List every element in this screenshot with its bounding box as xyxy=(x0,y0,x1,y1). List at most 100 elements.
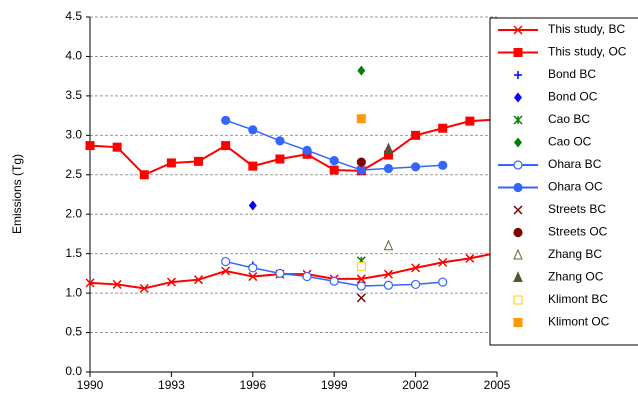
marker xyxy=(356,274,366,284)
marker xyxy=(513,295,523,305)
marker xyxy=(438,160,448,170)
marker xyxy=(275,154,285,164)
series-line xyxy=(89,118,498,176)
legend-label: Bond OC xyxy=(548,90,598,104)
marker xyxy=(275,268,285,278)
marker xyxy=(329,155,339,166)
legend-entry: Streets OC xyxy=(513,225,608,239)
marker xyxy=(302,145,312,155)
marker xyxy=(513,115,523,125)
y-tick-label: 0.5 xyxy=(65,325,82,339)
marker xyxy=(248,272,258,282)
legend-label: Cao BC xyxy=(548,112,590,126)
legend-entry: Zhang BC xyxy=(513,247,602,261)
legend-label: This study, BC xyxy=(548,22,625,36)
legend-label: Streets BC xyxy=(548,202,606,216)
marker xyxy=(513,205,523,215)
legend-label: Bond BC xyxy=(548,67,596,81)
legend-label: Zhang BC xyxy=(548,247,602,261)
marker xyxy=(513,160,523,170)
marker xyxy=(85,278,95,288)
marker xyxy=(221,266,231,276)
legend-entry: Cao OC xyxy=(514,135,592,149)
legend-entry: Cao BC xyxy=(513,112,590,126)
legend-label: This study, OC xyxy=(548,45,627,59)
legend-entry: Bond BC xyxy=(514,67,596,81)
marker xyxy=(465,253,475,263)
y-tick-label: 1.0 xyxy=(65,285,82,299)
legend-label: Ohara OC xyxy=(548,180,603,194)
marker xyxy=(166,277,176,287)
marker xyxy=(411,279,421,290)
marker xyxy=(112,142,122,152)
legend-label: Cao OC xyxy=(548,135,592,149)
marker xyxy=(112,279,122,289)
marker xyxy=(383,163,394,174)
marker xyxy=(383,280,394,290)
marker xyxy=(221,141,231,151)
marker xyxy=(329,276,339,286)
marker xyxy=(221,256,231,267)
legend-label: Klimont OC xyxy=(548,315,610,329)
marker xyxy=(356,261,366,271)
marker xyxy=(356,157,366,167)
y-tick-label: 4.5 xyxy=(65,9,82,23)
marker xyxy=(438,257,448,267)
y-axis-label: Emissions (Tg) xyxy=(10,154,24,234)
series-line xyxy=(89,251,498,290)
marker xyxy=(513,248,523,260)
marker xyxy=(356,165,366,175)
marker xyxy=(513,318,523,327)
marker xyxy=(383,142,394,154)
y-tick-label: 3.0 xyxy=(65,128,82,142)
marker xyxy=(329,165,339,175)
marker xyxy=(356,114,366,124)
x-tick-label: 1999 xyxy=(321,378,348,392)
legend-entry: Streets BC xyxy=(513,202,606,216)
marker xyxy=(411,130,421,140)
legend-label: Klimont BC xyxy=(548,292,608,306)
legend-entry: This study, OC xyxy=(498,45,627,59)
y-tick-label: 4.0 xyxy=(65,49,82,63)
x-tick-label: 2002 xyxy=(402,378,429,392)
marker xyxy=(513,182,523,193)
marker xyxy=(356,293,366,303)
marker xyxy=(514,71,522,79)
x-tick-label: 1990 xyxy=(77,378,104,392)
legend-label: Streets OC xyxy=(548,225,608,239)
marker xyxy=(302,271,312,282)
marker xyxy=(194,156,204,166)
legend-entry: Ohara OC xyxy=(498,180,603,194)
legend-entry: Zhang OC xyxy=(513,270,604,284)
marker xyxy=(383,269,393,279)
y-tick-label: 2.0 xyxy=(65,206,82,220)
legend-entry: This study, BC xyxy=(498,22,625,36)
marker xyxy=(248,263,258,273)
x-tick-label: 2005 xyxy=(484,378,511,392)
marker xyxy=(356,281,366,291)
marker xyxy=(221,115,231,125)
marker xyxy=(194,275,204,285)
legend-entry: Ohara BC xyxy=(498,157,602,171)
marker xyxy=(513,227,523,238)
legend-label: Ohara BC xyxy=(548,157,602,171)
marker xyxy=(357,65,366,76)
marker xyxy=(85,141,95,151)
legend-box xyxy=(489,17,638,346)
marker xyxy=(275,136,285,146)
marker xyxy=(514,137,522,148)
y-tick-label: 0.0 xyxy=(65,364,82,378)
y-tick-label: 2.5 xyxy=(65,167,82,181)
marker xyxy=(248,125,258,135)
marker xyxy=(513,48,523,57)
marker xyxy=(438,123,448,133)
marker xyxy=(513,25,523,35)
marker xyxy=(411,162,421,172)
legend-label: Zhang OC xyxy=(548,270,604,284)
marker xyxy=(248,161,258,171)
marker xyxy=(139,283,149,293)
marker xyxy=(465,116,475,126)
marker xyxy=(514,92,522,103)
marker xyxy=(166,158,176,168)
